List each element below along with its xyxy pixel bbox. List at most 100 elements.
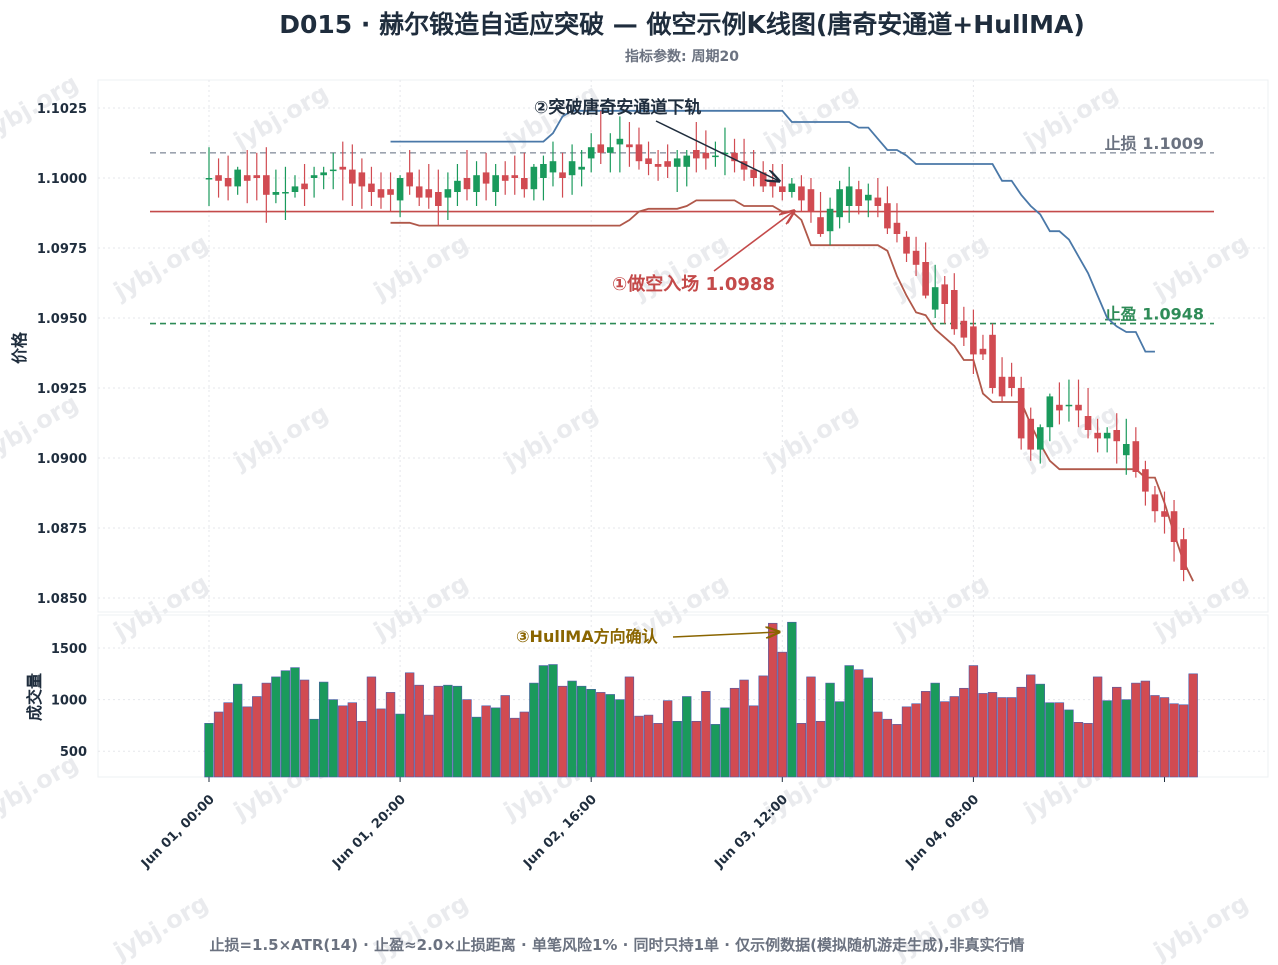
volume-bar bbox=[930, 682, 940, 778]
volume-bar bbox=[729, 687, 740, 778]
price-tick-label: 1.0975 bbox=[37, 242, 87, 257]
candle-body bbox=[683, 155, 691, 167]
candle-body bbox=[454, 180, 461, 192]
candle-body bbox=[578, 166, 585, 170]
candle-body bbox=[807, 189, 815, 212]
volume-bar bbox=[204, 723, 214, 778]
watermark-text: jybj.org bbox=[108, 229, 213, 306]
volume-bar bbox=[414, 684, 424, 778]
volume-bar bbox=[854, 669, 864, 778]
volume-bar bbox=[643, 714, 654, 778]
take-profit-label: 止盈 1.0948 bbox=[1105, 305, 1204, 324]
volume-bar bbox=[987, 692, 998, 778]
volume-bar bbox=[299, 679, 310, 778]
volume-bar bbox=[1016, 686, 1026, 778]
candle-body bbox=[234, 169, 241, 187]
volume-bar bbox=[901, 706, 912, 778]
volume-bar bbox=[720, 707, 730, 778]
candle-body bbox=[205, 178, 213, 180]
volume-bar bbox=[701, 691, 711, 778]
candle-body bbox=[339, 166, 347, 170]
candle-body bbox=[1113, 430, 1121, 442]
chart-subtitle: 指标参数: 周期20 bbox=[625, 48, 739, 65]
candle-body bbox=[587, 147, 595, 159]
price-tick-label: 1.1025 bbox=[37, 102, 87, 117]
candle-body bbox=[788, 183, 796, 192]
volume-bar bbox=[1150, 695, 1160, 778]
candle-body bbox=[1046, 396, 1054, 428]
candle-body bbox=[884, 203, 891, 229]
candlestick-series bbox=[205, 110, 1187, 582]
candle-body bbox=[970, 326, 977, 355]
volume-bar bbox=[529, 682, 539, 778]
candle-body bbox=[482, 172, 490, 184]
price-tick-label: 1.0950 bbox=[37, 312, 87, 327]
volume-series bbox=[204, 621, 1198, 778]
volume-bar bbox=[309, 718, 319, 778]
volume-bar bbox=[1102, 700, 1112, 778]
volume-bar bbox=[490, 707, 501, 778]
candle-body bbox=[712, 155, 719, 158]
watermark-text: jybj.org bbox=[228, 399, 333, 476]
watermark-text: jybj.org bbox=[758, 79, 863, 156]
candle-body bbox=[415, 186, 423, 198]
candle-body bbox=[540, 164, 547, 178]
candle-body bbox=[1142, 469, 1149, 492]
volume-tick-label: 1500 bbox=[51, 642, 87, 657]
volume-tick-labels: 1500 1000 500 bbox=[51, 642, 87, 760]
candle-body bbox=[654, 164, 662, 167]
candle-body bbox=[960, 320, 968, 338]
volume-bar bbox=[538, 665, 549, 778]
candle-body bbox=[549, 161, 557, 173]
volume-bar bbox=[758, 675, 768, 778]
volume-bar bbox=[252, 696, 262, 778]
volume-bar bbox=[385, 692, 396, 778]
watermark-text: jybj.org bbox=[758, 399, 863, 476]
candle-body bbox=[893, 222, 901, 234]
volume-bar bbox=[519, 711, 529, 778]
volume-bar bbox=[510, 717, 520, 778]
volume-bar bbox=[338, 705, 348, 778]
volume-bar bbox=[366, 676, 377, 778]
candle-body bbox=[912, 250, 920, 265]
volume-bar bbox=[968, 665, 979, 778]
volume-bar bbox=[873, 711, 883, 778]
volume-bar bbox=[662, 700, 673, 778]
candle-body bbox=[1084, 416, 1092, 430]
candle-body bbox=[301, 183, 308, 190]
volume-bar bbox=[500, 695, 510, 778]
volume-bar bbox=[1006, 697, 1017, 778]
volume-bar bbox=[834, 701, 845, 778]
volume-bar bbox=[424, 714, 434, 778]
volume-bar bbox=[213, 711, 224, 778]
candle-body bbox=[826, 208, 834, 232]
volume-bar bbox=[691, 720, 701, 778]
volume-bar bbox=[624, 676, 635, 778]
candle-body bbox=[1151, 494, 1159, 512]
candle-body bbox=[224, 178, 232, 187]
volume-bar bbox=[1169, 703, 1179, 778]
candle-body bbox=[358, 172, 366, 187]
candle-body bbox=[645, 158, 652, 164]
volume-bar bbox=[815, 720, 826, 778]
volume-bar bbox=[280, 670, 291, 778]
volume-bar bbox=[768, 622, 778, 778]
volume-bar bbox=[1026, 674, 1036, 778]
candle-body bbox=[635, 144, 643, 162]
volume-bar bbox=[223, 702, 233, 778]
candle-body bbox=[1161, 511, 1168, 517]
candle-body bbox=[272, 192, 280, 195]
volume-bar bbox=[1073, 722, 1084, 778]
volume-bar bbox=[1140, 680, 1151, 778]
volume-bar bbox=[978, 693, 988, 778]
volume-bar bbox=[997, 697, 1007, 778]
candle-body bbox=[435, 192, 442, 206]
volume-bar bbox=[462, 699, 472, 778]
candle-body bbox=[931, 287, 939, 310]
volume-bar bbox=[787, 621, 797, 778]
price-tick-label: 1.0900 bbox=[37, 452, 87, 467]
candle-body bbox=[291, 186, 299, 192]
candle-body bbox=[922, 262, 929, 296]
watermark-text: jybj.org bbox=[108, 569, 213, 646]
